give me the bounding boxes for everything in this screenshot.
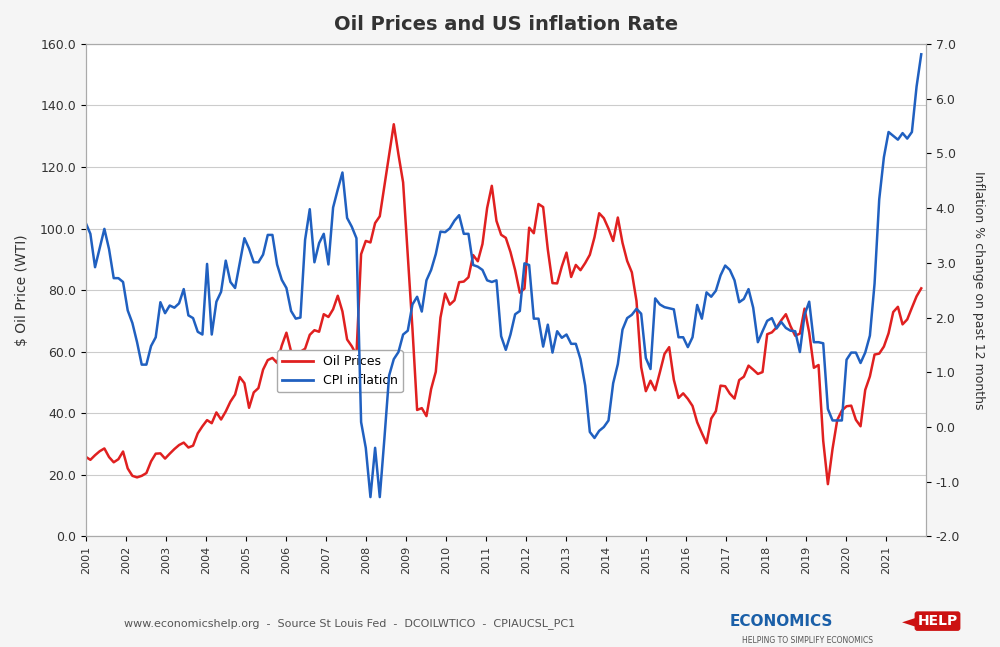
Line: Oil Prices: Oil Prices bbox=[86, 124, 921, 484]
CPI inflation bbox=[402, 327, 414, 334]
CPI inflation bbox=[827, 417, 839, 424]
CPI inflation bbox=[892, 136, 904, 144]
Text: HELP: HELP bbox=[917, 614, 958, 628]
Y-axis label: Inflation % change on past 12 months: Inflation % change on past 12 months bbox=[972, 171, 985, 410]
Oil Prices bbox=[94, 447, 106, 455]
Line: CPI inflation: CPI inflation bbox=[86, 54, 921, 497]
Legend: Oil Prices, CPI inflation: Oil Prices, CPI inflation bbox=[277, 350, 403, 392]
Oil Prices bbox=[897, 320, 909, 328]
Title: Oil Prices and US inflation Rate: Oil Prices and US inflation Rate bbox=[334, 15, 678, 34]
Text: ◄: ◄ bbox=[902, 612, 916, 630]
Oil Prices bbox=[915, 285, 927, 292]
Oil Prices bbox=[252, 384, 264, 392]
CPI inflation bbox=[252, 258, 264, 266]
Oil Prices bbox=[822, 480, 834, 488]
CPI inflation bbox=[94, 244, 106, 252]
Y-axis label: $ Oil Price (WTI): $ Oil Price (WTI) bbox=[15, 234, 29, 346]
CPI inflation bbox=[178, 285, 190, 293]
Oil Prices bbox=[388, 120, 400, 128]
CPI inflation bbox=[364, 493, 376, 501]
Text: ECONOMICS: ECONOMICS bbox=[730, 613, 833, 629]
Oil Prices bbox=[178, 439, 190, 446]
CPI inflation bbox=[915, 50, 927, 58]
Oil Prices bbox=[80, 453, 92, 461]
Oil Prices bbox=[402, 252, 414, 259]
Text: HELPING TO SIMPLIFY ECONOMICS: HELPING TO SIMPLIFY ECONOMICS bbox=[742, 636, 874, 645]
Text: www.economicshelp.org  -  Source St Louis Fed  -  DCOILWTICO  -  CPIAUCSL_PC1: www.economicshelp.org - Source St Louis … bbox=[124, 618, 576, 629]
CPI inflation bbox=[80, 219, 92, 226]
Oil Prices bbox=[831, 416, 843, 424]
